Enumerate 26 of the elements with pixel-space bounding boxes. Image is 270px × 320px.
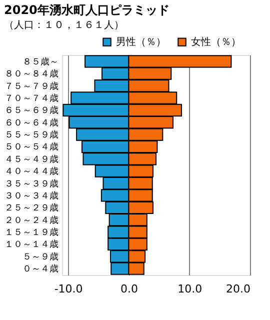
legend-label: 男性（％） bbox=[116, 36, 166, 48]
y-tick-label: ５５～５９歳 bbox=[4, 130, 58, 141]
y-tick-label: ２０～２４歳 bbox=[4, 214, 58, 226]
legend-label: 女性（％） bbox=[191, 36, 241, 48]
y-tick-label: １５～１９歳 bbox=[4, 227, 58, 238]
y-tick-label: ４０～４４歳 bbox=[4, 166, 58, 178]
chart-subtitle: （人口：１０，１６１人） bbox=[4, 20, 124, 31]
y-tick-label: ２５～２９歳 bbox=[4, 202, 58, 214]
y-tick-label: １０～１４歳 bbox=[4, 239, 58, 250]
x-tick-label: 20.0 bbox=[226, 282, 250, 296]
y-tick-label: ５～９歳 bbox=[22, 251, 58, 262]
y-tick-label: ６０～６４歳 bbox=[4, 117, 58, 128]
y-tick-label: ３５～３９歳 bbox=[4, 178, 58, 190]
x-tick-label: 10.0 bbox=[178, 282, 202, 296]
y-tick-label: ６５～６９歳 bbox=[4, 105, 58, 116]
y-tick-label: ５０～５４歳 bbox=[4, 142, 58, 153]
y-tick-label: ７０～７４歳 bbox=[4, 92, 58, 104]
x-tick-label: -10.0 bbox=[54, 282, 83, 296]
y-tick-label: ８５歳～ bbox=[22, 56, 58, 68]
y-tick-label: ４５～４９歳 bbox=[4, 154, 58, 165]
x-tick-label: 0.0 bbox=[120, 282, 138, 296]
y-tick-label: ０～４歳 bbox=[22, 264, 58, 275]
y-tick-label: ３０～３４歳 bbox=[4, 190, 58, 202]
y-tick-label: ７５～７９歳 bbox=[4, 80, 58, 92]
chart-title: 2020年湧水町人口ピラミッド bbox=[4, 3, 170, 17]
y-tick-label: ８０～８４歳 bbox=[4, 68, 58, 80]
